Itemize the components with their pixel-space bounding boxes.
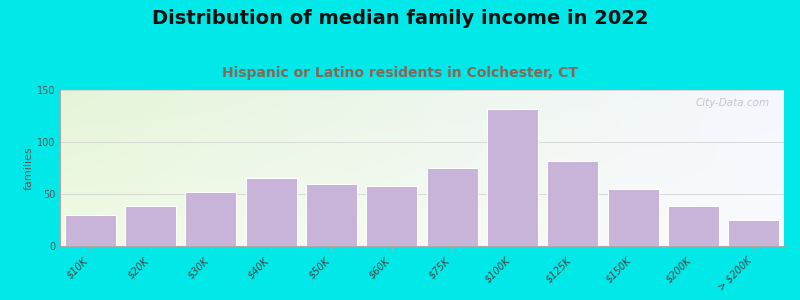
Text: City-Data.com: City-Data.com (695, 98, 770, 108)
Text: Hispanic or Latino residents in Colchester, CT: Hispanic or Latino residents in Colchest… (222, 66, 578, 80)
Bar (607, 189, 659, 246)
Bar (547, 161, 598, 246)
Bar (125, 206, 176, 246)
Bar (426, 168, 478, 246)
Bar (246, 178, 297, 246)
Bar (306, 184, 357, 246)
Bar (728, 220, 779, 246)
Bar (366, 186, 418, 246)
Bar (668, 206, 719, 246)
Text: Distribution of median family income in 2022: Distribution of median family income in … (152, 9, 648, 28)
Bar (65, 215, 116, 246)
Y-axis label: families: families (24, 146, 34, 190)
Bar (185, 192, 237, 246)
Bar (487, 109, 538, 246)
